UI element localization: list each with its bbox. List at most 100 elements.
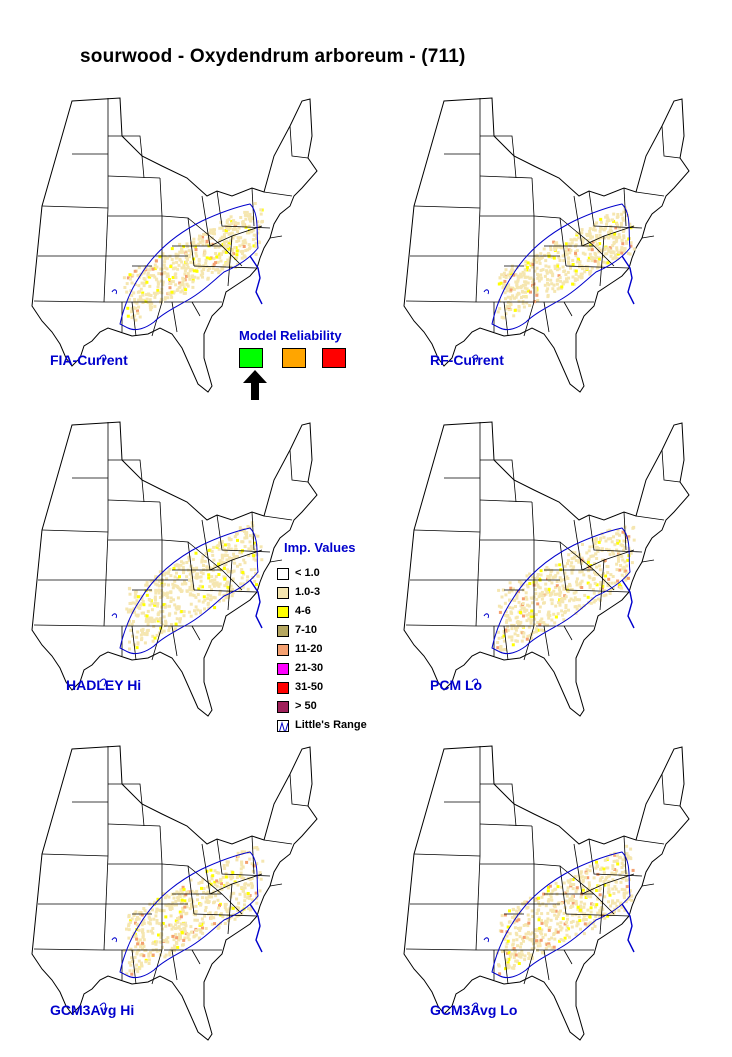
map-label: GCM3Avg Lo: [430, 1002, 518, 1018]
state-boundary: [33, 948, 105, 951]
us-east-states-map: [403, 421, 690, 717]
littles-range-boundary: [99, 1002, 107, 1011]
state-boundary: [413, 853, 481, 857]
legend-swatch: [277, 606, 289, 618]
map-label: RF-Current: [430, 352, 504, 368]
us-east-states-map: [403, 745, 690, 1041]
state-boundary: [543, 949, 550, 981]
us-east-states-map: [403, 97, 690, 393]
littles-range-boundary: [483, 937, 489, 943]
range-map: [384, 96, 724, 396]
range-map: [12, 744, 352, 1044]
state-boundary: [565, 265, 630, 269]
map-label: FIA-Current: [50, 352, 128, 368]
state-boundary: [479, 823, 533, 827]
state-boundary: [635, 839, 665, 845]
state-boundary: [503, 949, 509, 985]
legend-swatch: [277, 625, 289, 637]
state-boundary: [191, 625, 201, 641]
state-boundary: [171, 301, 178, 333]
map-label: PCM Lo: [430, 677, 483, 693]
state-boundary: [201, 843, 211, 895]
state-boundary: [599, 883, 605, 935]
page-title: sourwood - Oxydendrum arboreum - (711): [80, 46, 466, 67]
state-boundary: [269, 235, 283, 239]
state-boundary: [41, 529, 109, 533]
state-boundary: [131, 949, 137, 985]
state-boundary: [588, 838, 643, 877]
state-boundary: [475, 855, 481, 951]
legend-swatch: [277, 663, 289, 675]
state-boundary: [563, 625, 573, 641]
state-boundary: [141, 155, 145, 179]
state-boundary: [251, 187, 255, 227]
state-boundary: [475, 531, 481, 627]
state-boundary: [201, 519, 211, 571]
legend-item: Little's Range: [277, 719, 387, 734]
legend-label: 7-10: [295, 624, 318, 636]
importance-shading: [122, 202, 264, 322]
littles-range-boundary: [99, 354, 107, 363]
reliability-low-box: [322, 348, 346, 368]
state-boundary: [563, 949, 573, 965]
us-east-states-map: [31, 421, 318, 717]
state-boundary: [103, 531, 109, 627]
coastal-range-line: [621, 903, 635, 953]
legend-swatch: [277, 587, 289, 599]
reliability-high-box: [239, 348, 263, 368]
us-east-states-map: [31, 745, 318, 1041]
littles-range-boundary: [471, 678, 479, 687]
legend-label: 11-20: [295, 643, 323, 655]
state-boundary: [227, 559, 233, 611]
state-boundary: [543, 625, 550, 657]
littles-range-boundary: [491, 851, 631, 979]
state-boundary: [503, 301, 509, 337]
state-boundary: [588, 514, 643, 553]
state-boundary: [251, 835, 255, 875]
state-boundary: [641, 559, 655, 563]
state-boundary: [191, 301, 201, 317]
state-boundary: [480, 135, 515, 157]
state-boundary: [263, 191, 293, 197]
state-boundary: [563, 301, 573, 317]
legend-label: 1.0-3: [295, 586, 321, 598]
model-reliability-panel: Model Reliability: [228, 326, 378, 406]
state-boundary: [107, 823, 161, 827]
legend-item: 11-20: [277, 643, 387, 658]
state-boundary: [193, 589, 258, 593]
littles-range-boundary: [483, 613, 489, 619]
state-boundary: [263, 515, 293, 521]
littles-range-boundary: [491, 203, 631, 331]
state-boundary: [573, 519, 583, 571]
legend-swatch: [277, 701, 289, 713]
state-boundary: [269, 559, 283, 563]
legend-label: < 1.0: [295, 567, 320, 579]
state-boundary: [107, 175, 161, 179]
state-boundary: [661, 449, 681, 483]
state-boundary: [503, 625, 509, 661]
legend-swatch: [277, 682, 289, 694]
state-boundary: [108, 783, 143, 805]
littles-range-boundary: [111, 289, 117, 295]
state-boundary: [108, 135, 143, 157]
legend-label: Little's Range: [295, 719, 367, 731]
state-boundary: [413, 529, 481, 533]
state-boundary: [599, 235, 605, 287]
legend-label: 4-6: [295, 605, 311, 617]
state-boundary: [141, 479, 145, 503]
state-boundary: [623, 511, 627, 551]
arrow-up-icon: [243, 370, 267, 400]
state-boundary: [289, 773, 309, 807]
legend-label: 31-50: [295, 681, 324, 693]
state-boundary: [289, 449, 309, 483]
state-boundary: [289, 125, 309, 159]
state-boundary: [565, 589, 630, 593]
map-label: HADLEY Hi: [66, 677, 142, 693]
state-boundary: [171, 949, 178, 981]
legend-item: 21-30: [277, 662, 387, 677]
coastal-range-line: [249, 903, 263, 953]
state-boundary: [141, 803, 145, 827]
legend-item: 1.0-3: [277, 586, 387, 601]
legend-item: < 1.0: [277, 567, 387, 582]
littles-range-boundary: [99, 678, 107, 687]
